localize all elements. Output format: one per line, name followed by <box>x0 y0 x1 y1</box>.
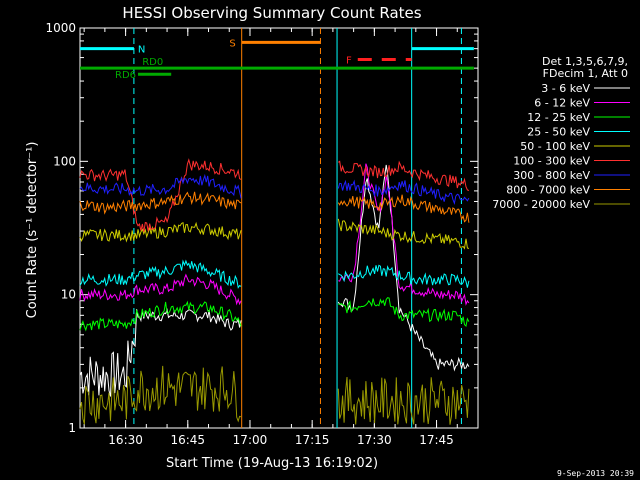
legend-header: FDecim 1, Att 0 <box>543 67 628 80</box>
series-line <box>337 376 470 425</box>
legend-entry-label: 300 - 800 keV <box>513 169 590 182</box>
legend-entry-label: 50 - 100 keV <box>520 140 590 153</box>
y-tick-label: 1000 <box>45 21 76 35</box>
legend-entry-label: 12 - 25 keV <box>527 111 590 124</box>
legend-entry-label: 6 - 12 keV <box>534 97 590 110</box>
x-tick-label: 16:30 <box>108 433 143 447</box>
x-tick-label: 17:30 <box>357 433 392 447</box>
plot-area: 1 10 100 1000 16:30 16:45 17:00 17:15 17:30 17:45… <box>45 21 479 447</box>
series-line <box>79 273 242 306</box>
series-line <box>337 179 470 205</box>
legend-header: Det 1,3,5,6,7,9, <box>542 55 628 68</box>
flag-label: S <box>229 38 235 49</box>
series-line <box>79 221 242 243</box>
series-line <box>337 218 470 250</box>
legend-entry-label: 800 - 7000 keV <box>506 184 590 197</box>
timestamp-stamp: 9-Sep-2013 20:39 <box>556 469 634 478</box>
y-tick-label: 100 <box>53 154 76 168</box>
y-tick-label: 1 <box>68 421 76 435</box>
flag-label: RD6 <box>115 70 136 81</box>
series-line <box>338 297 470 327</box>
legend: Det 1,3,5,6,7,9,FDecim 1, Att 0 3 - 6 keV… <box>492 55 630 211</box>
flag-label: N <box>138 45 145 56</box>
x-tick-label: 17:45 <box>419 433 454 447</box>
series-line <box>79 191 242 215</box>
series-line <box>338 163 470 306</box>
flag-label: F <box>346 56 352 67</box>
flag-label: RD0 <box>142 57 163 68</box>
series-line <box>338 160 470 191</box>
x-tick-label: 16:45 <box>170 433 205 447</box>
series-line <box>337 164 470 372</box>
series-line <box>79 300 242 332</box>
x-axis-label: Start Time (19-Aug-13 16:19:02) <box>166 456 378 471</box>
series-line <box>79 173 242 199</box>
series-line <box>338 264 470 288</box>
x-tick-label: 17:00 <box>233 433 268 447</box>
series-line <box>337 194 470 223</box>
y-axis-label: Count Rate (s⁻¹ detector⁻¹) <box>25 142 40 319</box>
plot-frame <box>79 27 479 429</box>
series-line <box>79 259 242 289</box>
series-line <box>79 365 242 425</box>
chart-title: HESSI Observing Summary Count Rates <box>122 4 421 22</box>
legend-entry-label: 100 - 300 keV <box>513 155 590 168</box>
legend-entry-label: 7000 - 20000 keV <box>492 198 590 211</box>
legend-entry-label: 3 - 6 keV <box>541 82 590 95</box>
series-line <box>79 158 242 233</box>
x-tick-label: 17:15 <box>295 433 330 447</box>
y-tick-label: 10 <box>61 288 76 302</box>
legend-entry-label: 25 - 50 keV <box>527 126 590 139</box>
series-line <box>79 308 242 397</box>
